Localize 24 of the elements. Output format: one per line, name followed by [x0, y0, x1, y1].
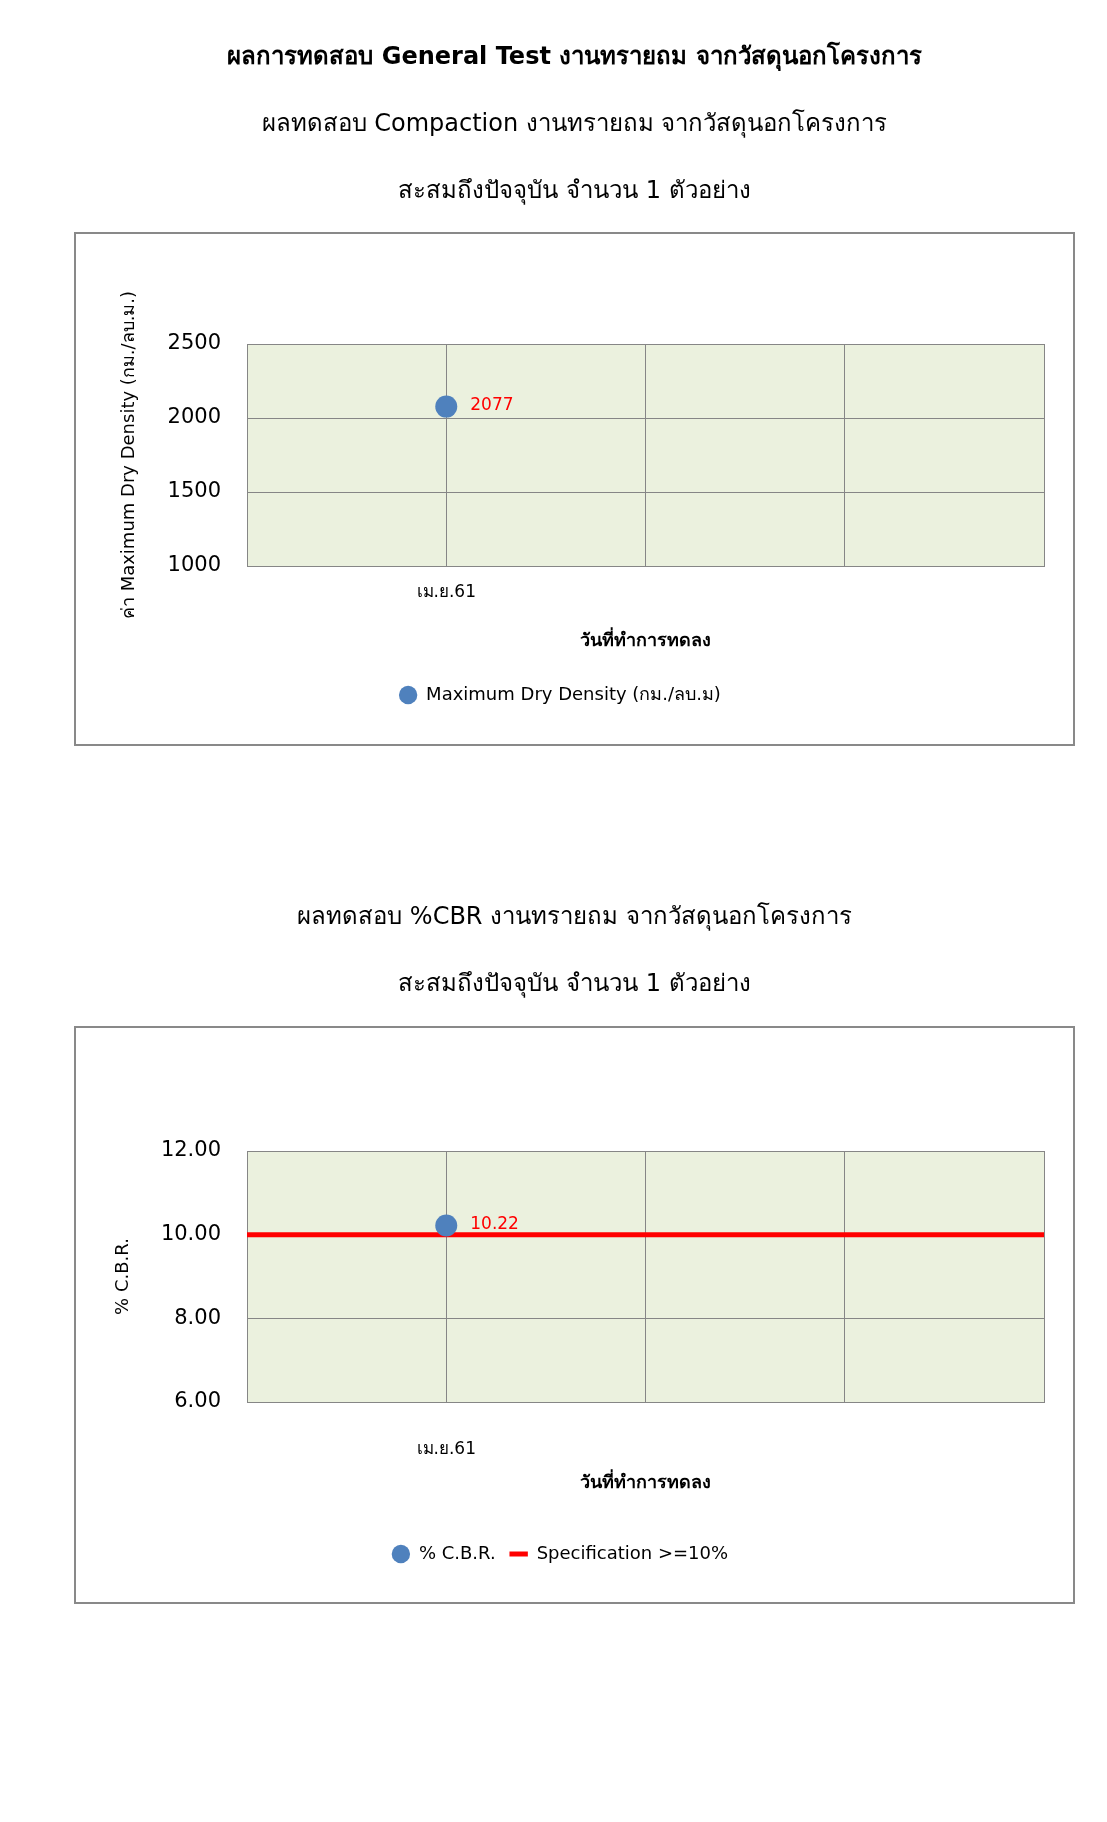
y-axis-title: % C.B.R.: [111, 1238, 133, 1315]
y-tick-label: 6.00: [174, 1388, 221, 1413]
y-tick-label: 1000: [167, 552, 221, 577]
legend-label: % C.B.R.: [418, 1541, 496, 1563]
legend-label: Maximum Dry Density (กม./ลบ.ม): [426, 682, 721, 704]
chart-title: ผลทดสอบ %CBR งานทรายถม จากวัสดุนอกโครงการ: [296, 901, 853, 933]
y-tick-label: 10.00: [160, 1221, 221, 1246]
x-axis-title: วันที่ทำการทดลง: [580, 1468, 711, 1492]
legend-label: Specification >=10%: [536, 1541, 729, 1563]
x-tick-label: เม.ย.61: [416, 580, 476, 601]
chart-subtitle: ผลทดสอบ Compaction งานทรายถม จากวัสดุนอกโครงการ: [260, 108, 889, 140]
y-tick-label: 8.00: [174, 1304, 221, 1329]
y-tick-label: 2500: [167, 330, 221, 355]
chart-title: ผลการทดสอบ General Test งานทรายถม จากวัสดุนอกโครงการ: [226, 40, 923, 73]
y-tick-label: 12.00: [160, 1137, 221, 1162]
y-tick-label: 1500: [167, 478, 221, 503]
x-axis-title: วันที่ทำการทดลง: [580, 626, 711, 650]
y-axis-title: ค่า Maximum Dry Density (กม./ลบ.ม.): [117, 290, 139, 620]
data-label: 10.22: [470, 1212, 519, 1233]
y-tick-label: 2000: [167, 404, 221, 429]
text: สะสมถึงปัจจุบัน จำนวน 1 ตัวอย่าง: [397, 175, 752, 207]
x-tick-label: เม.ย.61: [416, 1437, 476, 1458]
chart-subtitle: สะสมถึงปัจจุบัน จำนวน 1 ตัวอย่าง: [397, 968, 752, 1000]
data-label: 2077: [470, 394, 514, 415]
